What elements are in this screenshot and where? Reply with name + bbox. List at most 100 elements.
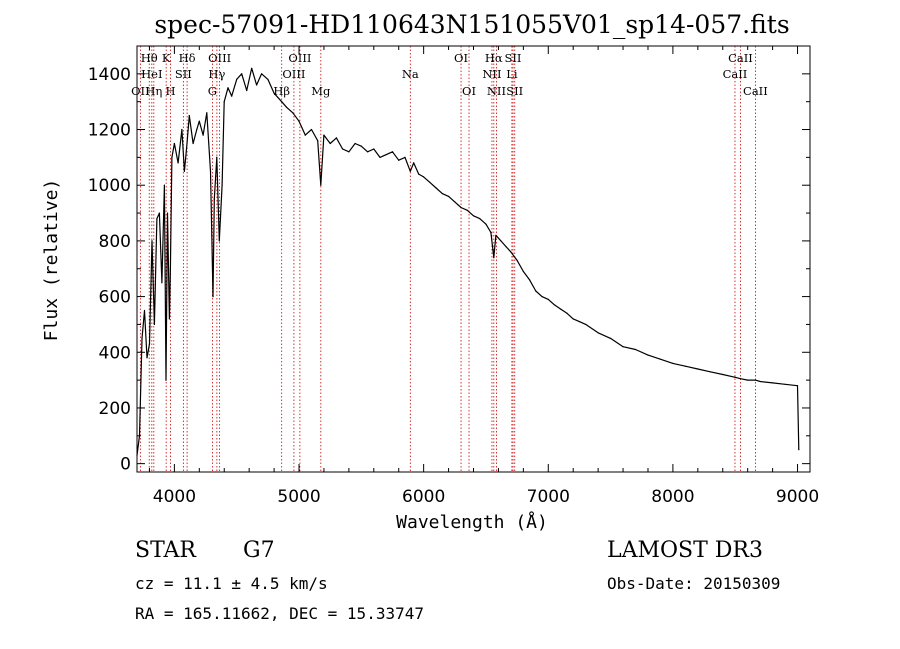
y-tick-label: 1400	[88, 65, 131, 85]
spectrum-point	[448, 195, 450, 197]
line-marker-label: OIII	[282, 67, 305, 81]
spectrum-point	[329, 142, 331, 145]
line-marker-label: Hγ	[208, 67, 225, 81]
spectrum-point	[493, 257, 495, 259]
x-axis: 4000 5000 6000 7000 8000 9000	[148, 46, 819, 507]
spectrum-point	[796, 385, 799, 387]
y-tick-label: 200	[99, 399, 131, 419]
spectrum-point	[173, 142, 175, 145]
line-marker-label: Hθ	[141, 51, 158, 65]
spectrum-point	[161, 282, 163, 284]
spectrum-point	[141, 337, 143, 339]
spectrum-point	[510, 251, 512, 253]
spectrum-point	[181, 128, 183, 131]
spectrum-point	[739, 378, 742, 380]
spectrum-point	[227, 87, 229, 89]
spectrum-point	[209, 170, 212, 172]
spectrum-point	[547, 298, 549, 300]
spectrum-point	[409, 170, 411, 172]
spectrum-point	[267, 78, 269, 80]
spectrum-point	[772, 382, 774, 384]
y-tick-label: 800	[99, 232, 131, 252]
observation-date: Obs-Date: 20150309	[607, 574, 781, 593]
line-marker-label: H	[166, 84, 176, 98]
spectrum-point	[435, 187, 437, 189]
spectrum-point	[566, 312, 568, 314]
spectrum-point	[672, 362, 674, 364]
x-tick-label: 5000	[277, 487, 320, 507]
spectrum-point	[221, 184, 223, 186]
spectrum-point	[404, 156, 406, 158]
line-marker-label: NII	[487, 84, 506, 98]
emission-line-markers	[139, 46, 756, 472]
y-axis: 0 200 400 600 800 1000 1200 1400	[88, 65, 810, 475]
spectrum-point	[659, 358, 662, 360]
spectrum-point	[597, 332, 599, 334]
spectrum-point	[171, 156, 173, 158]
spectrum-point	[759, 380, 761, 383]
spectrum-point	[146, 357, 148, 359]
spectrum-point	[553, 304, 556, 306]
spectrum-point	[522, 270, 525, 273]
spectrum-point	[441, 193, 443, 195]
spectrum-point	[273, 92, 275, 94]
line-marker-label: HeI	[141, 67, 162, 81]
line-marker-label: SII	[506, 84, 523, 98]
spectrum-point	[747, 379, 749, 381]
spectrum-point	[398, 159, 400, 161]
spectrum-point	[634, 348, 637, 351]
spectrum-point	[798, 449, 800, 451]
spectrum-point	[251, 67, 253, 69]
chart-title: spec-57091-HD110643N151055V01_sp14-057.f…	[154, 10, 789, 39]
line-marker-label: K	[162, 51, 171, 65]
y-tick-label: 600	[99, 288, 131, 308]
x-tick-label: 6000	[402, 487, 445, 507]
spectrum-point	[684, 365, 687, 367]
spectrum-point	[246, 89, 248, 92]
spectrum-point	[354, 142, 356, 145]
y-axis-label: Flux (relative)	[41, 179, 62, 342]
spectrum-point	[256, 84, 258, 86]
x-tick-label: 7000	[527, 487, 570, 507]
spectrum-point	[261, 73, 263, 75]
line-marker-label: OI	[462, 84, 476, 98]
spectrum-point	[722, 373, 724, 376]
spectrum-point	[560, 308, 562, 310]
spectrum-point	[490, 231, 492, 234]
spectrum-point	[541, 296, 543, 298]
y-tick-label: 400	[99, 343, 131, 363]
spectrum-point	[647, 354, 649, 356]
spectrum-point	[177, 162, 179, 164]
line-marker-label: Hα	[485, 51, 503, 65]
x-tick-label: 4000	[153, 487, 196, 507]
spectrum-point	[479, 218, 481, 220]
spectrum-point	[622, 346, 624, 348]
spectrum-point	[188, 115, 190, 117]
redshift-cz: cz = 11.1 ± 4.5 km/s	[135, 574, 328, 593]
spectrum-point	[423, 176, 425, 178]
spectrum-point	[310, 128, 313, 131]
line-marker-label: Li	[506, 67, 518, 81]
spectrum-point	[697, 368, 699, 370]
spectrum-line	[136, 67, 800, 456]
line-marker-label: Mg	[311, 84, 331, 98]
spectrum-point	[429, 181, 431, 183]
spectrum-point	[304, 134, 306, 136]
spectrum-point	[192, 142, 194, 145]
line-marker-label: CaII	[728, 51, 753, 65]
spectrum-point	[466, 209, 468, 211]
spectrum-point	[335, 137, 337, 139]
line-marker-label: OIII	[208, 51, 231, 65]
spectrum-point	[165, 379, 167, 381]
spectrum-point	[323, 134, 325, 136]
spectrum-point	[348, 151, 350, 153]
spectrum-series	[136, 67, 800, 456]
spectrum-point	[485, 223, 487, 225]
line-marker-label: Na	[402, 67, 419, 81]
spectrum-point	[572, 318, 574, 320]
spectrum-point	[472, 215, 475, 217]
plot-frame	[136, 45, 811, 473]
spectrum-point	[216, 156, 218, 158]
spectrum-point	[367, 151, 369, 153]
spectrum-point	[495, 234, 497, 236]
